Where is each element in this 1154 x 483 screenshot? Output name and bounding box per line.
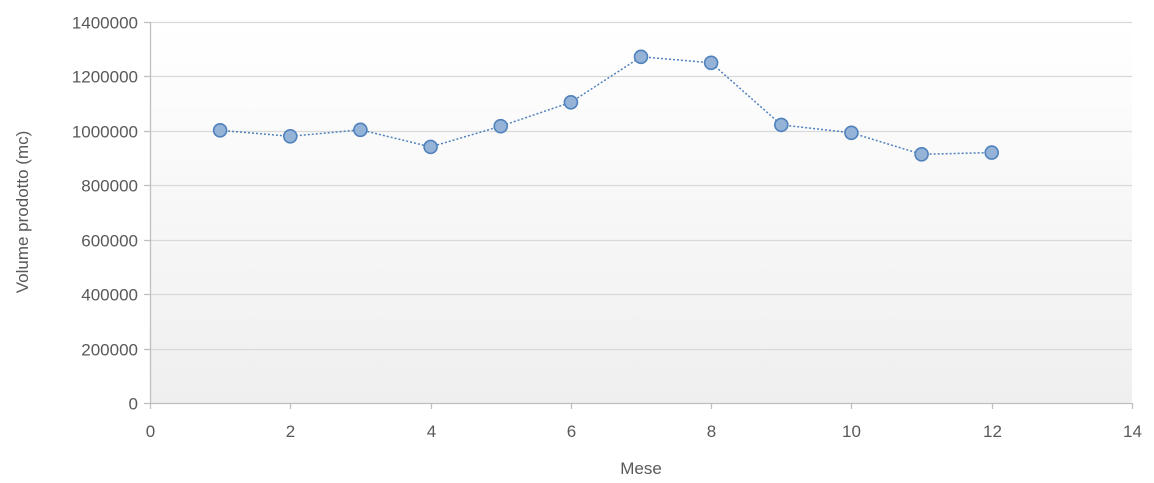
x-tick-label: 8 [707, 422, 716, 441]
x-tick-label: 0 [146, 422, 155, 441]
y-tick-label: 800000 [81, 177, 138, 196]
data-point [914, 147, 929, 162]
data-series [212, 49, 1000, 162]
axes [144, 21, 1134, 409]
y-tick-label: 0 [129, 395, 138, 414]
data-point [633, 49, 649, 65]
x-tick-label: 2 [286, 422, 295, 441]
gridlines [150, 21, 1132, 351]
data-point [844, 125, 859, 141]
y-tick-label: 400000 [81, 286, 138, 305]
x-tick-label: 14 [1123, 422, 1142, 441]
y-tick-label: 200000 [81, 341, 138, 360]
x-axis-title: Mese [620, 459, 662, 478]
data-point [212, 123, 228, 138]
tick-labels: 0 200000 400000 600000 800000 1000000 1200000 1… [72, 14, 1142, 442]
x-tick-label: 4 [427, 422, 436, 441]
y-tick-label: 1000000 [72, 123, 138, 142]
x-tick-label: 10 [842, 422, 861, 441]
y-tick-label: 1400000 [72, 14, 138, 33]
data-point [282, 129, 298, 144]
series-line [220, 56, 992, 156]
data-point [353, 122, 368, 138]
x-tick-label: 6 [567, 422, 576, 441]
data-point [493, 118, 509, 134]
y-tick-label: 1200000 [72, 68, 138, 87]
x-tick-label: 12 [983, 422, 1002, 441]
data-point [703, 55, 719, 71]
data-point [563, 95, 579, 110]
data-point [984, 145, 1000, 160]
y-tick-label: 600000 [81, 232, 138, 251]
data-point [773, 117, 789, 133]
plot-area [150, 22, 1132, 403]
y-axis-title: Volume prodotto (mc) [13, 131, 32, 294]
data-point [423, 139, 438, 155]
